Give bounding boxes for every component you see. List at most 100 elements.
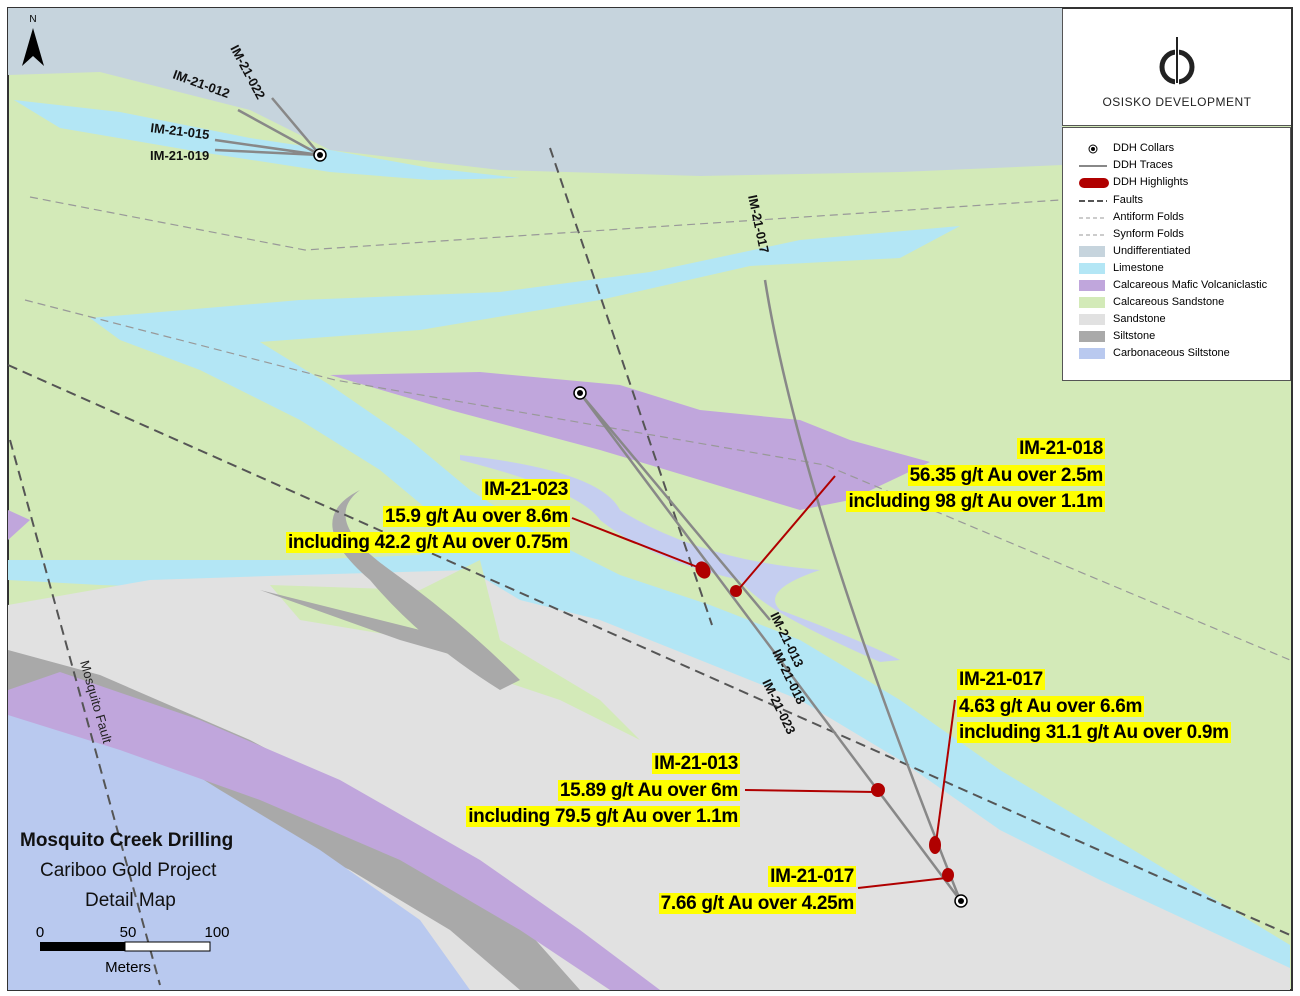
carbonaceous-siltstone [8, 690, 470, 990]
legend-label: Limestone [1113, 262, 1164, 274]
leader [571, 517, 701, 569]
north-label: N [29, 14, 36, 25]
trace [271, 97, 321, 156]
legend-label: DDH Highlights [1113, 176, 1189, 188]
trace [763, 279, 962, 901]
legend-label: Synform Folds [1113, 228, 1184, 240]
map-title: Mosquito Creek Drilling [20, 830, 234, 851]
hole-label: IM-21-015 [150, 120, 211, 142]
callout-line: including 42.2 g/t Au over 0.75m [285, 532, 570, 553]
legend-symbols [1079, 144, 1109, 236]
scale-bar: 0 50 100 Meters [36, 924, 230, 976]
callout-hole: IM-21-017 [768, 866, 856, 887]
callout: IM-21-018 56.35 g/t Au over 2.5m includi… [846, 436, 1105, 516]
scale-segment [124, 941, 211, 952]
callout: IM-21-017 7.66 g/t Au over 4.25m [658, 864, 856, 917]
scale-unit: Meters [105, 959, 151, 976]
highlight [871, 783, 885, 797]
leader [857, 877, 947, 889]
callout-hole: IM-21-023 [482, 479, 570, 500]
scale-label: 50 [120, 924, 137, 941]
company-name: OSISKO DEVELOPMENT [1102, 95, 1252, 109]
volcaniclastic [330, 372, 930, 510]
legend-symbol [1079, 178, 1109, 188]
legend-label: Calcareous Mafic Volcaniclastic [1113, 279, 1268, 291]
callout: IM-21-017 4.63 g/t Au over 6.6m includin… [957, 667, 1231, 747]
callout: IM-21-023 15.9 g/t Au over 8.6m includin… [285, 477, 570, 557]
volcaniclastic [8, 510, 30, 540]
fault [549, 147, 713, 626]
title-block: Mosquito Creek Drilling Cariboo Gold Pro… [20, 830, 233, 912]
fault [7, 364, 1291, 936]
callout: IM-21-013 15.89 g/t Au over 6m including… [466, 751, 740, 831]
legend-swatch [1079, 314, 1105, 325]
collar [577, 390, 583, 396]
logo-box: OSISKO DEVELOPMENT [1062, 9, 1291, 126]
trace [214, 138, 321, 157]
siltstone-fold [332, 490, 520, 690]
legend-swatch [1079, 331, 1105, 342]
highlight [942, 868, 954, 882]
highlight [695, 561, 711, 579]
highlight [730, 585, 742, 597]
carbonaceous-siltstone [460, 455, 900, 662]
callout-lines [571, 475, 956, 889]
callout-hole: IM-21-018 [1017, 438, 1105, 459]
highlight [929, 836, 941, 854]
limestone [8, 226, 1290, 990]
legend-label: Antiform Folds [1113, 211, 1184, 223]
legend-label: Undifferentiated [1113, 245, 1191, 257]
trace [579, 392, 771, 621]
callout-line: including 79.5 g/t Au over 1.1m [466, 806, 740, 827]
callout-line: 15.89 g/t Au over 6m [557, 779, 740, 801]
ddh-traces [214, 97, 962, 901]
hole-label: IM-21-019 [150, 148, 209, 163]
callout-line: including 31.1 g/t Au over 0.9m [957, 722, 1231, 743]
legend-swatch [1079, 263, 1105, 274]
callout-line: 4.63 g/t Au over 6.6m [957, 695, 1145, 717]
trace [237, 108, 321, 157]
undifferentiated [8, 8, 1062, 176]
scale-label: 100 [204, 924, 229, 941]
leader [737, 475, 836, 591]
siltstone-fold [260, 590, 470, 660]
legend-label: Faults [1113, 194, 1143, 206]
trace [214, 148, 321, 157]
legend-label: DDH Traces [1113, 159, 1173, 171]
fold [29, 196, 1061, 251]
legend-label: DDH Collars [1113, 142, 1175, 154]
callout-line: 56.35 g/t Au over 2.5m [907, 464, 1105, 486]
ddh-highlights [695, 561, 954, 882]
logo-mark [1159, 37, 1195, 89]
north-arrow-shape [22, 28, 44, 66]
legend-label: Carbonaceous Siltstone [1113, 347, 1230, 359]
legend-label: Siltstone [1113, 330, 1156, 342]
legend-swatch [1079, 297, 1105, 308]
leader [744, 789, 876, 793]
legend-label: Calcareous Sandstone [1113, 296, 1225, 308]
map-subtitle: Detail Map [85, 890, 176, 911]
collars [313, 148, 968, 908]
collar [317, 152, 323, 158]
volcaniclastic [8, 672, 660, 990]
callout-line: 15.9 g/t Au over 8.6m [382, 505, 570, 527]
callout-hole: IM-21-013 [652, 753, 740, 774]
legend-symbol [1091, 147, 1095, 151]
trace [578, 392, 962, 901]
scale-label: 0 [36, 924, 44, 941]
legend-swatch [1079, 246, 1105, 257]
scale-segment [40, 942, 125, 951]
project-name: Cariboo Gold Project [40, 860, 217, 881]
legend-swatch [1079, 280, 1105, 291]
callout-line: including 98 g/t Au over 1.1m [846, 491, 1105, 512]
legend-swatch [1079, 348, 1105, 359]
collar [958, 898, 964, 904]
legend: DDH Collars DDH Traces DDH Highlights Fa… [1062, 127, 1291, 381]
legend-label: Sandstone [1113, 313, 1166, 325]
fold [24, 299, 1291, 661]
north-arrow: N [22, 14, 44, 66]
folds [24, 196, 1291, 661]
callout-line: 7.66 g/t Au over 4.25m [658, 892, 856, 914]
limestone [14, 100, 520, 180]
